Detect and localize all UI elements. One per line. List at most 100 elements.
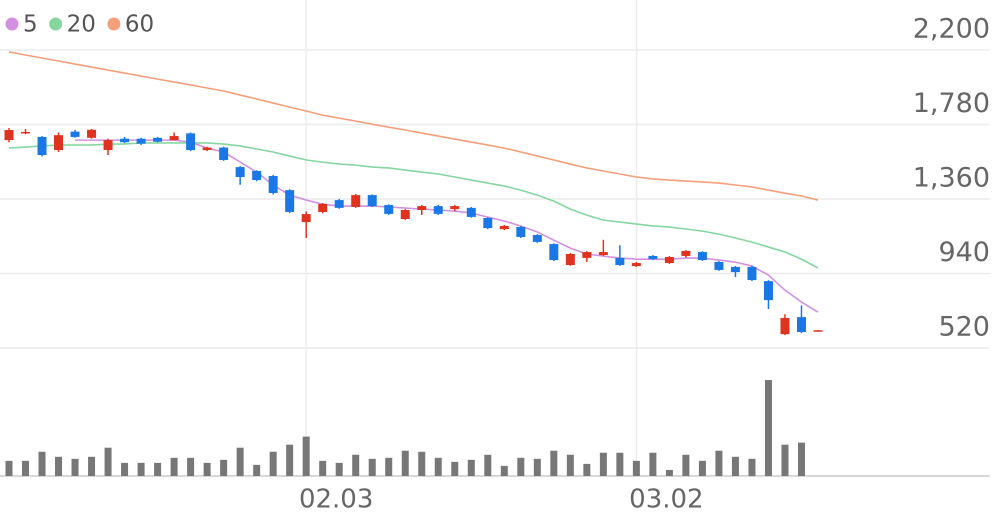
- candle-body: [763, 281, 773, 301]
- candle-body: [186, 133, 196, 151]
- volume-bar: [55, 456, 63, 476]
- candle-body: [466, 207, 476, 217]
- candle-body: [54, 135, 64, 151]
- volume-bar: [731, 456, 739, 476]
- ma-line: [8, 142, 819, 269]
- y-tick-label: 2,200: [913, 14, 990, 45]
- volume-bar: [319, 460, 327, 476]
- volume-bar: [5, 460, 13, 476]
- candle-body: [433, 206, 443, 214]
- candle-body: [697, 252, 707, 261]
- candle-body: [450, 206, 460, 210]
- candle-body: [21, 131, 31, 134]
- volume-bar: [385, 457, 393, 476]
- candle-body: [268, 175, 278, 193]
- candle-body: [730, 266, 740, 273]
- volume-bar: [137, 462, 145, 476]
- ma-line: [75, 139, 819, 313]
- volume-bar: [236, 447, 244, 476]
- candle-body: [417, 206, 427, 211]
- candle-body: [219, 147, 229, 160]
- candle-body: [400, 210, 410, 220]
- legend-marker: [107, 17, 121, 31]
- volume-bar: [335, 462, 343, 476]
- candle-body: [780, 318, 790, 335]
- volume-bar: [104, 447, 112, 476]
- volume-bar: [352, 454, 360, 476]
- legend-marker: [49, 17, 63, 31]
- volume-bar: [22, 460, 30, 476]
- x-tick-label: 02.03: [299, 485, 373, 515]
- volume-bar: [682, 454, 690, 476]
- candle-body: [169, 136, 179, 141]
- volume-bar: [764, 380, 772, 476]
- candle-body: [202, 147, 212, 151]
- candle-body: [615, 257, 625, 265]
- volume-bar: [781, 444, 789, 476]
- volume-bar: [583, 463, 591, 476]
- candle-body: [367, 195, 377, 207]
- volume-bar: [88, 456, 96, 476]
- volume-bar: [203, 462, 211, 476]
- candle-body: [252, 170, 262, 181]
- volume-bar: [467, 459, 475, 476]
- volume-bar: [484, 454, 492, 476]
- legend-label: 60: [125, 12, 154, 38]
- volume-bar: [253, 464, 261, 476]
- volume-bar: [302, 436, 310, 476]
- volume-bar: [599, 452, 607, 476]
- candle-body: [532, 235, 542, 242]
- candle-body: [664, 257, 674, 264]
- volume-bar: [500, 465, 508, 476]
- volume-bar: [38, 451, 46, 476]
- candle-body: [70, 131, 80, 137]
- legend-label: 5: [23, 12, 38, 38]
- volume-bar: [434, 457, 442, 476]
- candle-body: [384, 205, 394, 214]
- volume-bar: [748, 458, 756, 476]
- volume-bar: [797, 442, 805, 476]
- volume-bar: [368, 458, 376, 476]
- ma-line: [8, 51, 819, 201]
- candle-body: [714, 261, 724, 270]
- candle-body: [499, 225, 509, 230]
- candle-body: [631, 263, 641, 267]
- candle-body: [136, 138, 146, 144]
- candle-body: [598, 252, 608, 256]
- candle-body: [351, 195, 361, 207]
- volume-bar: [665, 469, 673, 476]
- y-tick-label: 1,360: [913, 163, 990, 194]
- candle-body: [301, 214, 311, 223]
- volume-bar: [533, 458, 541, 476]
- volume-bar: [566, 454, 574, 476]
- volume-bar: [418, 451, 426, 476]
- candle-body: [235, 167, 245, 178]
- volume-bar: [451, 461, 459, 476]
- candle-body: [285, 190, 295, 212]
- volume-bar: [187, 457, 195, 476]
- candle-body: [549, 244, 559, 261]
- candle-body: [318, 203, 328, 212]
- volume-bar: [715, 450, 723, 476]
- candle-body: [4, 130, 14, 141]
- volume-bar: [154, 462, 162, 476]
- volume-bar: [649, 452, 657, 476]
- candle-body: [681, 250, 691, 256]
- volume-bar: [71, 458, 79, 476]
- candle-body: [37, 136, 47, 156]
- candle-body: [747, 266, 757, 281]
- candle-body: [153, 137, 163, 142]
- candle-body: [813, 330, 823, 332]
- candle-body: [334, 200, 344, 208]
- candle-body: [103, 140, 113, 151]
- volume-bar: [632, 460, 640, 476]
- volume-bar: [220, 459, 228, 476]
- candle-body: [483, 217, 493, 229]
- candle-body: [565, 253, 575, 265]
- volume-bar: [401, 450, 409, 476]
- volume-bar: [616, 452, 624, 476]
- volume-bar: [269, 451, 277, 476]
- candle-body: [648, 255, 658, 259]
